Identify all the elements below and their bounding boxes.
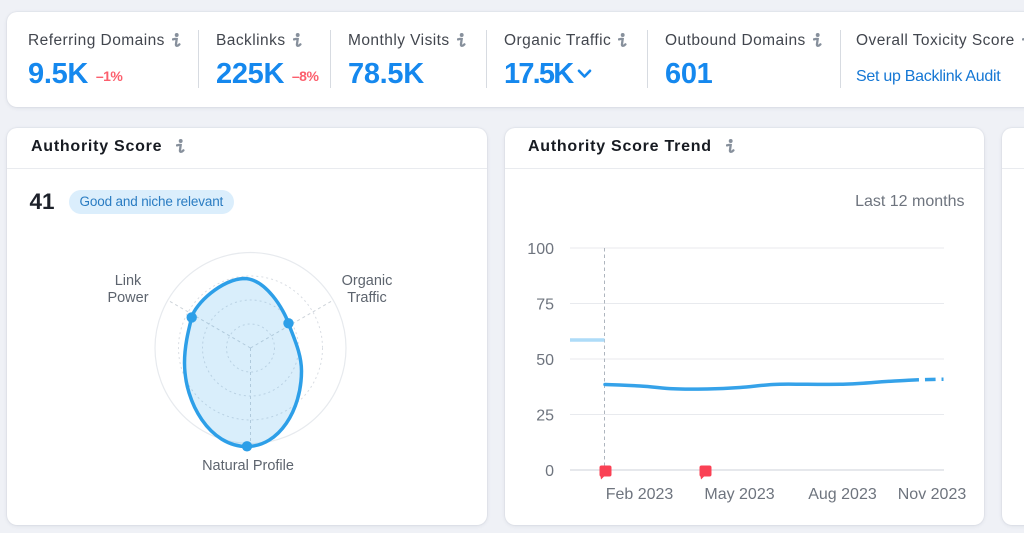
svg-text:75: 75 xyxy=(536,297,554,314)
svg-text:50: 50 xyxy=(536,352,554,369)
svg-text:100: 100 xyxy=(527,241,554,258)
svg-text:25: 25 xyxy=(536,408,554,425)
svg-text:Aug 2023: Aug 2023 xyxy=(808,486,877,503)
svg-text:0: 0 xyxy=(545,463,554,480)
svg-text:Nov 2023: Nov 2023 xyxy=(898,486,967,503)
svg-text:Feb 2023: Feb 2023 xyxy=(606,486,674,503)
svg-text:May 2023: May 2023 xyxy=(704,486,774,503)
